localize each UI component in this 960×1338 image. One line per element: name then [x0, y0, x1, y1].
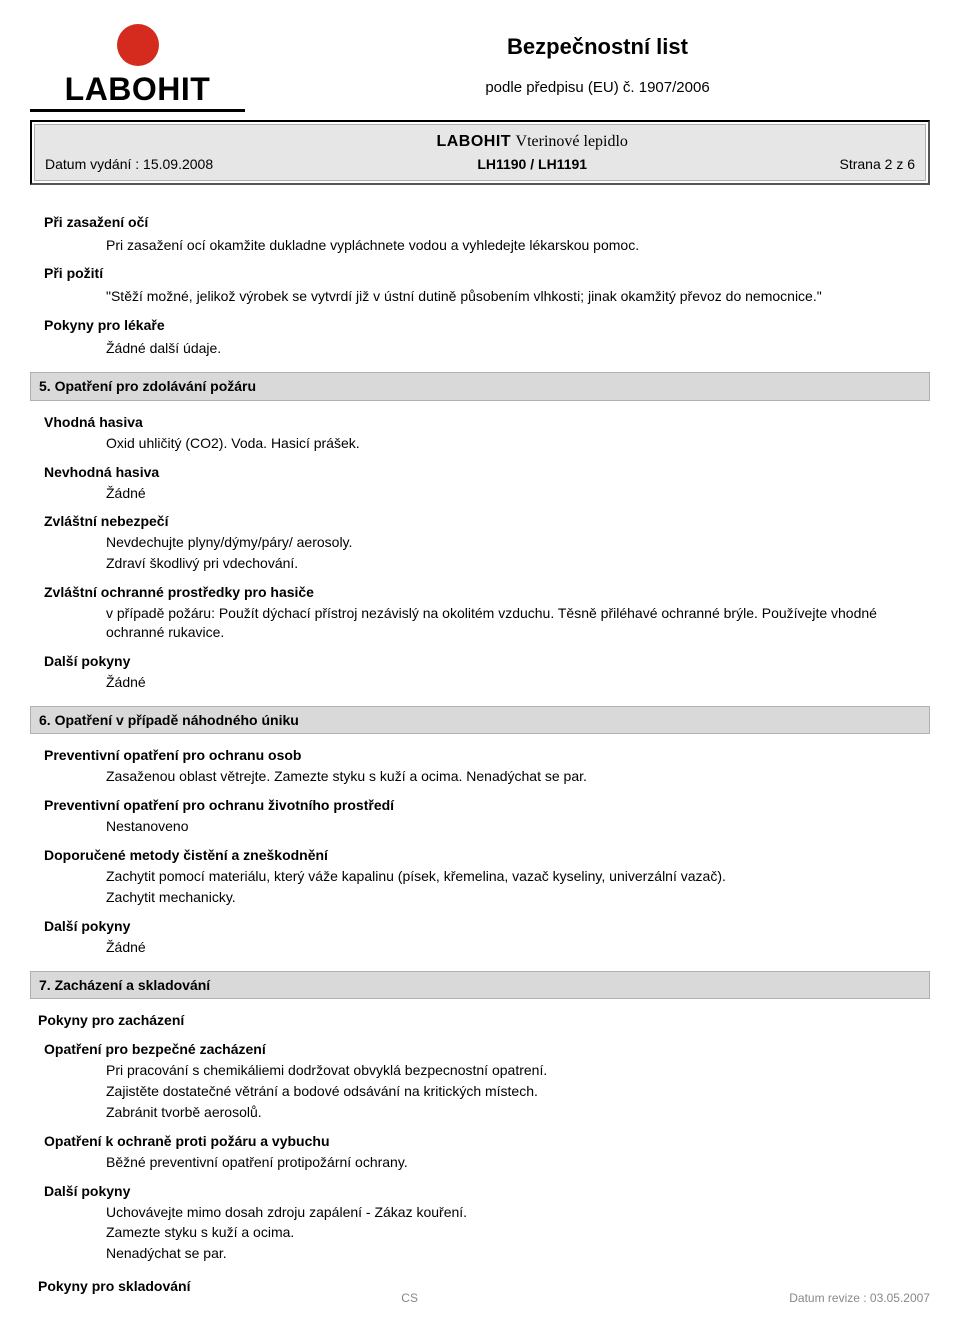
env-precautions-text: Nestanoveno	[106, 817, 924, 836]
further-notes-5-text: Žádné	[106, 673, 924, 692]
protective-equip-text: v případě požáru: Použít dýchací přístro…	[106, 604, 924, 642]
issue-date: Datum vydání : 15.09.2008	[45, 155, 323, 174]
further-notes-7-text-1: Uchovávejte mimo dosah zdroju zapálení -…	[106, 1203, 924, 1222]
safe-handling-label: Opatření pro bezpečné zacházení	[44, 1040, 924, 1059]
further-notes-5-label: Další pokyny	[44, 652, 924, 671]
section-5-heading: 5. Opatření pro zdolávání požáru	[30, 372, 930, 401]
title-bar-frame: Datum vydání : 15.09.2008 LABOHIT Vterin…	[30, 120, 930, 184]
eyes-label: Při zasažení očí	[44, 213, 924, 232]
eyes-text: Pri zasažení ocí okamžite dukladne vyplá…	[106, 236, 924, 255]
logo: LABOHIT	[30, 20, 245, 112]
product-code: LH1190 / LH1191	[323, 155, 741, 174]
doctor-text: Žádné další údaje.	[106, 339, 924, 358]
regulation-text: podle předpisu (EU) č. 1907/2006	[265, 78, 930, 98]
document-title: Bezpečnostní list	[265, 32, 930, 62]
footer-lang: CS	[401, 1290, 418, 1306]
title-bar: Datum vydání : 15.09.2008 LABOHIT Vterin…	[34, 124, 926, 180]
ingestion-text: "Stěží možné, jelikož výrobek se vytvrdí…	[106, 287, 924, 306]
section-6-heading: 6. Opatření v případě náhodného úniku	[30, 706, 930, 735]
safe-handling-text-2: Zajistěte dostatečné větrání a bodové od…	[106, 1082, 924, 1101]
unsuitable-media-label: Nevhodná hasiva	[44, 463, 924, 482]
cleaning-methods-label: Doporučené metody čistění a zneškodnění	[44, 846, 924, 865]
special-hazards-text-2: Zdraví škodlivý pri vdechování.	[106, 554, 924, 573]
further-notes-6-text: Žádné	[106, 938, 924, 957]
logo-text: LABOHIT	[65, 68, 211, 111]
fire-protection-label: Opatření k ochraně proti požáru a vybuch…	[44, 1132, 924, 1151]
product-name: LABOHIT Vterinové lepidlo	[323, 131, 741, 153]
personal-precautions-text: Zasaženou oblast větrejte. Zamezte styku…	[106, 767, 924, 786]
suitable-media-text: Oxid uhličitý (CO2). Voda. Hasicí prášek…	[106, 434, 924, 453]
cleaning-methods-text-1: Zachytit pomocí materiálu, který váže ka…	[106, 867, 924, 886]
product-desc: Vterinové lepidlo	[516, 133, 628, 150]
unsuitable-media-text: Žádné	[106, 484, 924, 503]
cleaning-methods-text-2: Zachytit mechanicky.	[106, 888, 924, 907]
document-header: LABOHIT Bezpečnostní list podle předpisu…	[30, 20, 930, 112]
product-brand: LABOHIT	[436, 133, 511, 150]
suitable-media-label: Vhodná hasiva	[44, 413, 924, 432]
content-body: Při zasažení očí Pri zasažení ocí okamži…	[30, 185, 930, 1296]
title-block: Bezpečnostní list podle předpisu (EU) č.…	[265, 20, 930, 98]
env-precautions-label: Preventivní opatření pro ochranu životní…	[44, 796, 924, 815]
further-notes-7-label: Další pokyny	[44, 1182, 924, 1201]
page: LABOHIT Bezpečnostní list podle předpisu…	[0, 0, 960, 1338]
ingestion-label: Při požití	[44, 264, 924, 283]
page-number: Strana 2 z 6	[741, 155, 915, 174]
product-info: LABOHIT Vterinové lepidlo LH1190 / LH119…	[323, 131, 741, 173]
special-hazards-text-1: Nevdechujte plyny/dýmy/páry/ aerosoly.	[106, 533, 924, 552]
page-footer: CS Datum revize : 03.05.2007	[0, 1290, 960, 1306]
further-notes-7-text-3: Nenadýchat se par.	[106, 1244, 924, 1263]
doctor-label: Pokyny pro lékaře	[44, 316, 924, 335]
logo-dot-icon	[117, 24, 159, 66]
fire-protection-text: Běžné preventivní opatření protipožární …	[106, 1153, 924, 1172]
special-hazards-label: Zvláštní nebezpečí	[44, 512, 924, 531]
further-notes-7-text-2: Zamezte styku s kuží a ocima.	[106, 1223, 924, 1242]
protective-equip-label: Zvláštní ochranné prostředky pro hasiče	[44, 583, 924, 602]
logo-underline	[30, 109, 245, 112]
footer-revision: Datum revize : 03.05.2007	[789, 1290, 930, 1306]
personal-precautions-label: Preventivní opatření pro ochranu osob	[44, 746, 924, 765]
further-notes-6-label: Další pokyny	[44, 917, 924, 936]
handling-label: Pokyny pro zacházení	[38, 1011, 924, 1030]
section-7-heading: 7. Zacházení a skladování	[30, 971, 930, 1000]
safe-handling-text-1: Pri pracování s chemikáliemi dodržovat o…	[106, 1061, 924, 1080]
safe-handling-text-3: Zabránit tvorbě aerosolů.	[106, 1103, 924, 1122]
